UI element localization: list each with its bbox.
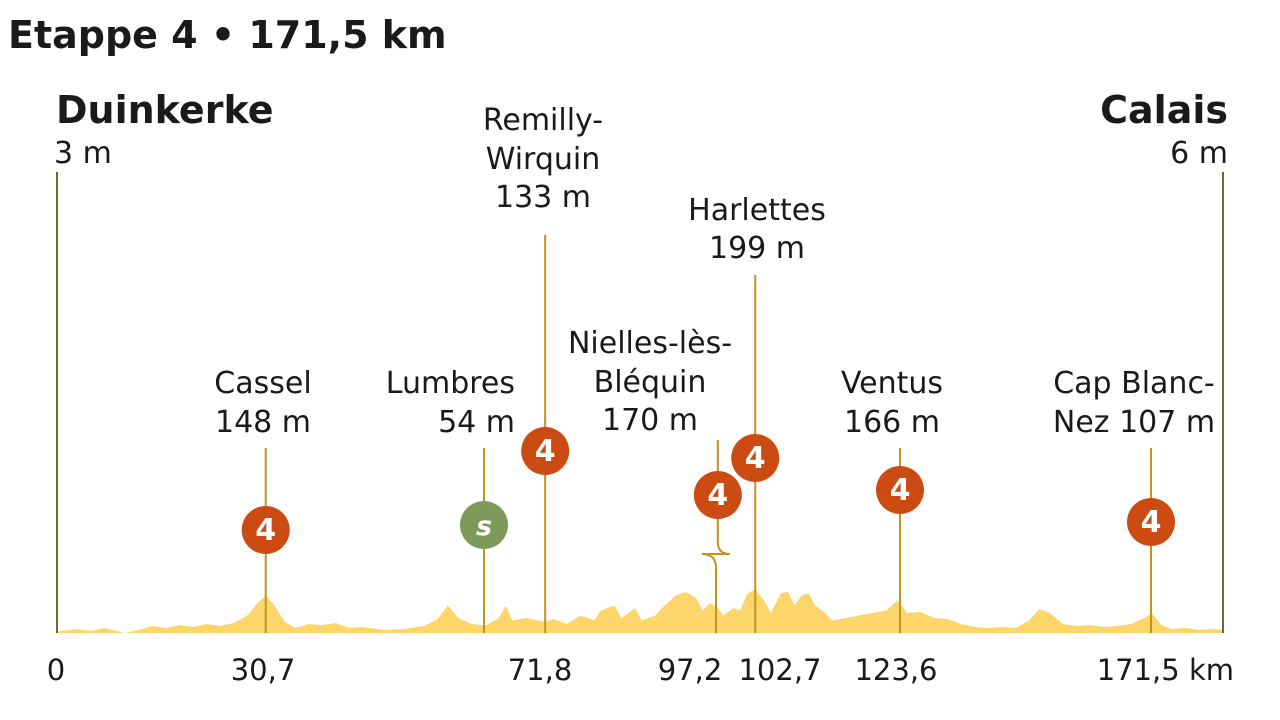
- badge-label: s: [476, 511, 492, 542]
- marker-label: Nez 107 m: [1053, 405, 1215, 440]
- badge-label: 4: [745, 441, 766, 476]
- profile-layer: [57, 589, 1223, 633]
- marker-label: Wirquin: [486, 142, 601, 177]
- marker-label: 54 m: [438, 405, 515, 440]
- start-town-name: Duinkerke: [56, 88, 273, 132]
- x-tick-label: 102,7: [738, 653, 821, 687]
- marker-labels-layer: Cassel 148 m Lumbres 54 m Remilly- Wirquin133…: [214, 103, 1215, 440]
- marker-label: Cap Blanc-: [1053, 366, 1215, 401]
- climb-category-badge: [521, 427, 570, 475]
- x-tick-label: 71,8: [508, 653, 573, 687]
- sprint-badge: [460, 501, 508, 549]
- finish-elevation: 6 m: [1170, 136, 1228, 171]
- x-axis-ticks: 0 30,7 71,8 97,2 102,7 123,6 171,5 km: [47, 653, 1234, 687]
- x-tick-label: 97,2: [658, 653, 723, 687]
- climb-category-badge: [731, 434, 780, 482]
- finish-town-name: Calais: [1100, 88, 1228, 132]
- chart-title: Etappe 4 • 171,5 km: [8, 13, 447, 57]
- x-tick-label: 30,7: [231, 653, 296, 687]
- marker-label: 166 m: [844, 405, 940, 440]
- badge-label: 4: [707, 478, 728, 513]
- start-elevation: 3 m: [54, 136, 112, 171]
- marker-label: 199 m: [709, 231, 805, 266]
- x-tick-label: 123,6: [854, 653, 937, 687]
- x-tick-label: 0: [47, 653, 65, 687]
- badge-label: 4: [890, 473, 911, 508]
- climb-category-badge: [241, 506, 290, 554]
- badge-label: 4: [1141, 505, 1162, 540]
- marker-label: Bléquin: [594, 365, 707, 400]
- marker-label: Ventus: [841, 366, 943, 401]
- marker-label: Nielles-lès-: [568, 326, 732, 361]
- climb-category-badge: [693, 471, 742, 519]
- x-tick-label: 171,5 km: [1097, 653, 1234, 687]
- marker-label: Lumbres: [386, 366, 515, 401]
- elevation-profile-area: [57, 589, 1223, 633]
- marker-label: Harlettes: [688, 193, 826, 228]
- climb-category-badge: [1127, 498, 1175, 546]
- marker-label: 170 m: [602, 403, 698, 438]
- badge-label: 4: [255, 513, 276, 548]
- marker-label: 148 m: [215, 405, 311, 440]
- badge-label: 4: [535, 434, 556, 469]
- climb-category-badge: [876, 466, 924, 514]
- marker-label: Cassel: [214, 366, 311, 401]
- marker-label: 133 m: [495, 180, 591, 215]
- marker-line: [701, 440, 730, 633]
- marker-label: Remilly-: [483, 103, 603, 138]
